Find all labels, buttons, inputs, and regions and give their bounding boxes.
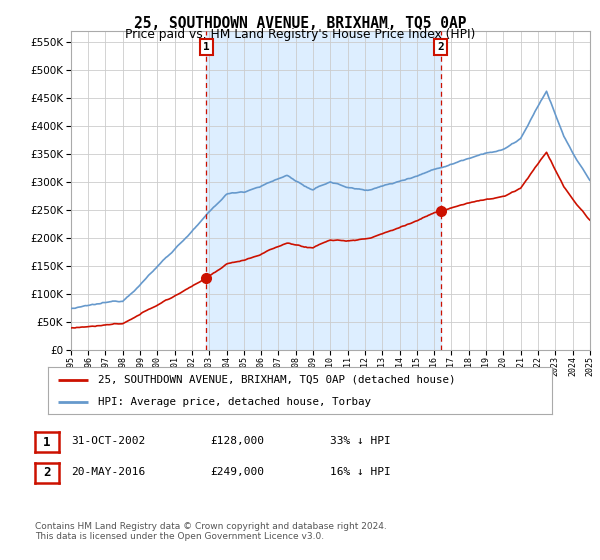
Text: Contains HM Land Registry data © Crown copyright and database right 2024.
This d: Contains HM Land Registry data © Crown c… [35,522,386,542]
Bar [206,31,440,350]
Text: 20-MAY-2016: 20-MAY-2016 [71,466,145,477]
Text: 2: 2 [43,466,50,479]
Text: 16% ↓ HPI: 16% ↓ HPI [330,466,391,477]
Text: £249,000: £249,000 [210,466,264,477]
Text: £128,000: £128,000 [210,436,264,446]
Text: 1: 1 [43,436,50,449]
Text: Price paid vs. HM Land Registry's House Price Index (HPI): Price paid vs. HM Land Registry's House … [125,28,475,41]
Text: 33% ↓ HPI: 33% ↓ HPI [330,436,391,446]
Text: 31-OCT-2002: 31-OCT-2002 [71,436,145,446]
Text: 25, SOUTHDOWN AVENUE, BRIXHAM, TQ5 0AP (detached house): 25, SOUTHDOWN AVENUE, BRIXHAM, TQ5 0AP (… [98,375,456,385]
Text: 25, SOUTHDOWN AVENUE, BRIXHAM, TQ5 0AP: 25, SOUTHDOWN AVENUE, BRIXHAM, TQ5 0AP [134,16,466,31]
Text: 2: 2 [437,42,444,52]
Text: HPI: Average price, detached house, Torbay: HPI: Average price, detached house, Torb… [98,396,371,407]
Text: 1: 1 [203,42,209,52]
